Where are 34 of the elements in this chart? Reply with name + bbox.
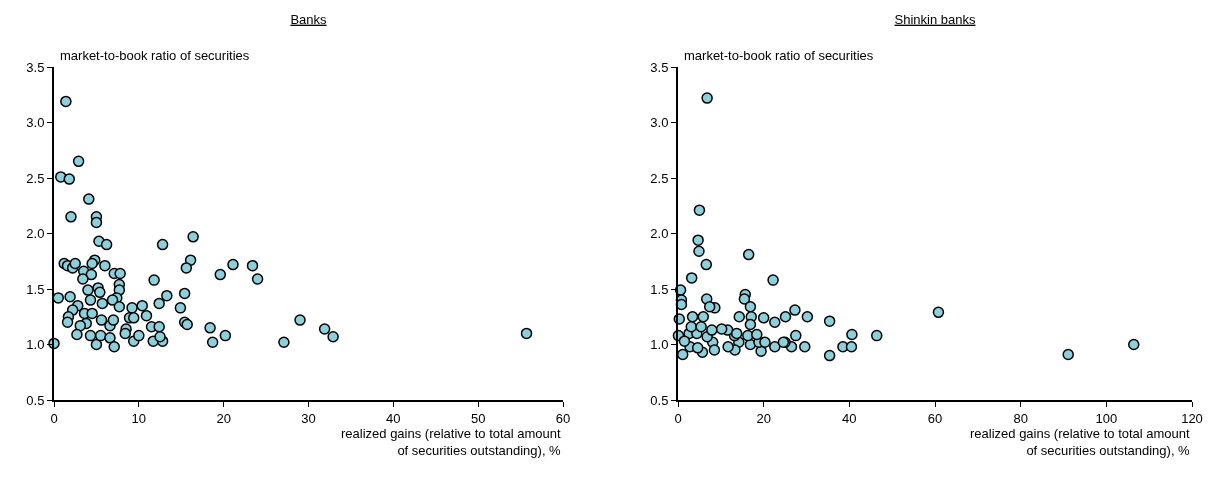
- x-tick-label: 120: [1181, 410, 1203, 426]
- x-axis-title: realized gains (relative to total amount of securities outstanding), %: [970, 426, 1191, 458]
- y-tick-label: 0.5: [650, 392, 669, 408]
- x-tick-label: 30: [301, 410, 316, 426]
- y-tick-label: 2.0: [26, 226, 45, 242]
- y-tick-label: 1.0: [650, 337, 669, 353]
- y-tick-label: 2.5: [26, 170, 45, 186]
- x-tick-label: 50: [470, 410, 486, 426]
- y-tick-label: 3.5: [650, 59, 669, 75]
- chart-title: Shinkin banks: [894, 11, 976, 27]
- x-tick-label: 10: [131, 410, 147, 426]
- y-axis-title: market-to-book ratio of securities: [684, 48, 874, 63]
- chart-title: Banks: [290, 11, 328, 27]
- x-tick-label: 80: [1013, 410, 1028, 426]
- y-tick-label: 0.5: [26, 392, 45, 408]
- x-tick-label: 100: [1095, 410, 1118, 426]
- y-tick-label: 1.0: [26, 337, 45, 353]
- x-tick-label: 60: [555, 410, 571, 426]
- y-tick-label: 1.5: [26, 281, 45, 297]
- x-tick-label: 60: [927, 410, 943, 426]
- y-tick-label: 3.5: [26, 59, 45, 75]
- x-tick-label: 0: [674, 410, 682, 426]
- y-tick-label: 2.0: [650, 226, 669, 242]
- x-tick-label: 20: [216, 410, 231, 426]
- x-tick-label: 40: [386, 410, 401, 426]
- x-tick-label: 0: [50, 410, 58, 426]
- y-tick-label: 3.0: [650, 115, 669, 131]
- y-tick-label: 1.5: [650, 281, 669, 297]
- x-tick-label: 20: [756, 410, 771, 426]
- y-tick-label: 3.0: [26, 115, 45, 131]
- x-tick-label: 40: [842, 410, 857, 426]
- x-axis-title: realized gains (relative to total amount of securities outstanding), %: [341, 426, 562, 458]
- y-axis-title: market-to-book ratio of securities: [60, 48, 250, 63]
- y-tick-label: 2.5: [650, 170, 669, 186]
